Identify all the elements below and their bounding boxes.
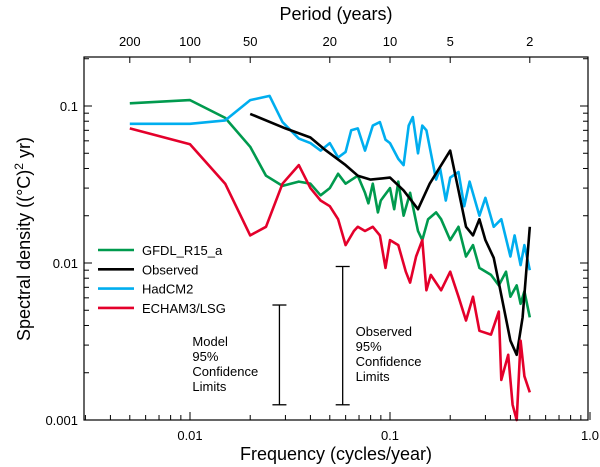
top-tick-label: 2 bbox=[526, 34, 533, 49]
model-confidence-label-line: Limits bbox=[192, 379, 226, 394]
confidence-annotations: Model95%ConfidenceLimitsObserved95%Confi… bbox=[192, 265, 422, 406]
top-tick-label: 20 bbox=[323, 34, 337, 49]
axes: 0.01 0.1 1.0 0.001 0.01 0.1 200 100 50 20 10 5 2 bbox=[45, 34, 599, 443]
y-axis-title-sup: 2 bbox=[12, 163, 26, 170]
top-tick-label: 5 bbox=[447, 34, 454, 49]
series-line-observed bbox=[249, 112, 532, 357]
series-group bbox=[129, 94, 532, 422]
model-confidence-label-line: Confidence bbox=[192, 364, 258, 379]
series-line-echam3-lsg bbox=[129, 127, 532, 422]
top-tick-label: 100 bbox=[179, 34, 201, 49]
series-line-hadcm2 bbox=[129, 94, 532, 271]
legend-label: HadCM2 bbox=[142, 282, 193, 297]
observed-confidence-label-line: Confidence bbox=[356, 354, 422, 369]
top-tick-label: 10 bbox=[383, 34, 397, 49]
y-tick-label: 0.01 bbox=[53, 256, 78, 271]
observed-confidence-label-line: Limits bbox=[356, 369, 390, 384]
observed-confidence-label-line: 95% bbox=[356, 339, 382, 354]
legend-label: ECHAM3/LSG bbox=[142, 301, 226, 316]
legend-label: GFDL_R15_a bbox=[142, 243, 223, 258]
top-tick-label: 200 bbox=[119, 34, 141, 49]
x-tick-label: 0.1 bbox=[381, 428, 399, 443]
y-axis-title-end: yr) bbox=[14, 137, 34, 163]
model-confidence-label-line: Model bbox=[192, 334, 228, 349]
plot-frame bbox=[83, 56, 589, 421]
model-confidence-label-line: 95% bbox=[192, 349, 218, 364]
observed-confidence-label-line: Observed bbox=[356, 324, 412, 339]
y-axis-title: Spectral density ((°C)2 yr) bbox=[12, 137, 34, 341]
x-tick-label: 1.0 bbox=[581, 428, 599, 443]
top-axis-title: Period (years) bbox=[279, 4, 392, 24]
y-tick-label: 0.1 bbox=[60, 99, 78, 114]
legend-label: Observed bbox=[142, 262, 198, 277]
y-axis-title-main: Spectral density ((°C) bbox=[14, 170, 34, 341]
y-tick-label: 0.001 bbox=[45, 413, 78, 428]
legend: GFDL_R15_a Observed HadCM2 ECHAM3/LSG bbox=[98, 243, 226, 316]
x-axis-title: Frequency (cycles/year) bbox=[240, 444, 432, 464]
top-tick-label: 50 bbox=[243, 34, 257, 49]
x-tick-label: 0.01 bbox=[177, 428, 202, 443]
